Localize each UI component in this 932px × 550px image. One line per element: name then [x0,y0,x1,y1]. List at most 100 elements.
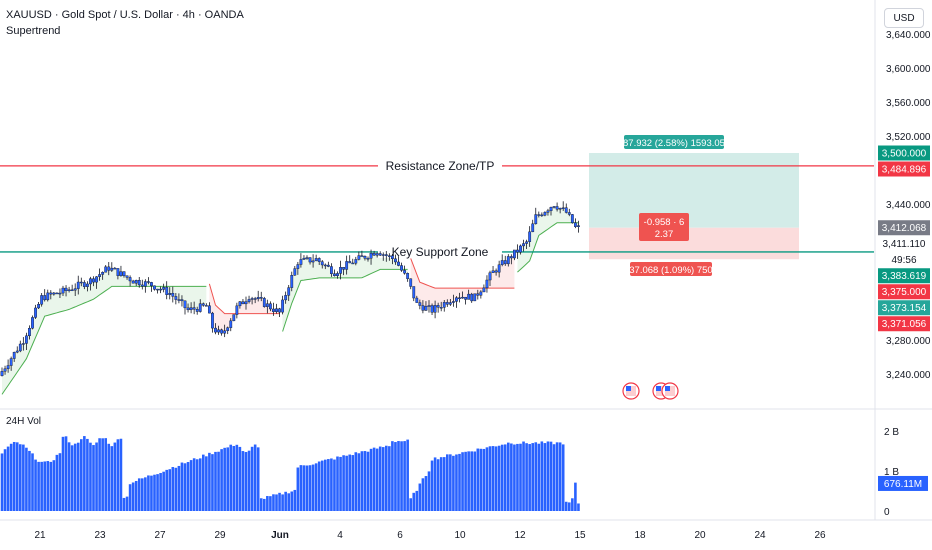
candle-body [305,257,309,259]
candle-body [162,287,166,290]
volume-bar [165,469,168,511]
volume-bar [449,454,452,511]
volume-bar [263,498,266,511]
volume-bar [330,458,333,511]
candle-body [49,292,53,295]
candle-body [52,292,56,295]
candle-body [204,305,208,307]
volume-bar [385,445,388,511]
volume-bar [150,475,153,511]
volume-bar [80,439,83,511]
candle-body [439,307,443,309]
candle-body [177,299,181,301]
indicator-label[interactable]: Supertrend [6,25,61,37]
volume-bar [70,445,74,511]
candle-body [272,308,275,312]
volume-bar [546,441,550,511]
candle-body [211,312,214,329]
volume-bar [9,443,13,511]
candle-body [21,343,25,345]
volume-bar [159,473,162,511]
volume-bar [442,457,446,511]
volume-bar [418,483,422,511]
candle-body [37,304,41,309]
candle-body [229,320,233,328]
candle-body [470,293,474,302]
volume-bar [52,460,56,511]
candle-body [232,314,236,322]
volume-bar [22,444,25,511]
volume-bar [293,489,297,511]
candle-body [153,285,156,290]
volume-bar [473,451,477,511]
candle-body [415,297,419,303]
candle-body [546,210,550,213]
time-tick-label: 18 [634,530,646,541]
us-flag-event[interactable] [622,382,640,400]
candle-body [543,212,547,216]
volume-bar [256,447,260,511]
candle-body [336,273,339,276]
candle-body [269,303,272,310]
volume-bar [433,457,437,511]
stop-label: 37.068 (1.09%) 750 [629,262,713,276]
candle-body [430,305,434,313]
candle-body [342,267,345,270]
volume-bar [195,459,199,511]
candle-body [522,243,525,247]
position-tool[interactable]: 87.932 (2.58%) 1593.05 -0.958 · 62.37 37.0… [589,135,799,276]
price-levels: Resistance Zone/TP Key Support Zone [0,157,874,259]
volume-bar [49,461,53,511]
symbol-title[interactable]: XAUUSD · Gold Spot / U.S. Dollar · 4h · … [6,9,244,21]
candle-body [140,284,144,287]
us-flag-event[interactable] [661,382,679,400]
supertrend-line [517,222,579,273]
volume-bar [507,442,510,511]
candle-body [345,261,349,270]
candle-body [198,303,202,312]
candle-body [34,307,37,318]
price-tick-label: 3,240.000 [886,370,931,381]
volume-tick-label: 2 B [884,427,899,438]
volume-bar [281,494,284,511]
volume-bar [412,492,416,511]
candle-body [85,283,89,287]
volume-bar [397,441,400,511]
stop-label-bg [630,262,712,276]
volume-bar [104,438,107,511]
price-tick-label: 3,280.000 [886,336,931,347]
candle-body [235,305,239,315]
volume-label[interactable]: 24H Vol [6,416,42,427]
candle-body [369,253,373,259]
candle-body [125,275,129,278]
candle-body [549,207,553,211]
candle-body [278,308,281,313]
volume-bar [259,498,263,511]
candle-body [67,289,71,292]
candle-body [482,287,486,293]
flag-canton [656,386,661,391]
volume-bar [467,451,470,511]
volume-bar [339,456,342,511]
candle-body [570,214,574,224]
currency-button[interactable]: USD [884,8,924,28]
volume-bar [28,450,31,511]
time-tick-label: 23 [94,530,106,541]
support-line-label: Key Support Zone [392,245,489,259]
volume-bar [64,436,68,511]
time-tick-label: 10 [454,530,466,541]
volume-bar [381,447,385,511]
time-tick-label: 20 [694,530,706,541]
candle-body [491,270,495,274]
event-markers[interactable] [622,382,679,400]
volume-bar [439,457,443,511]
candle-body [531,223,535,233]
candle-body [76,281,80,289]
volume-bar [461,452,464,511]
candle-body [119,271,123,276]
price-badge [878,161,930,177]
volume-bar [55,454,59,511]
candle-body [519,245,522,253]
candle-body [95,276,98,283]
